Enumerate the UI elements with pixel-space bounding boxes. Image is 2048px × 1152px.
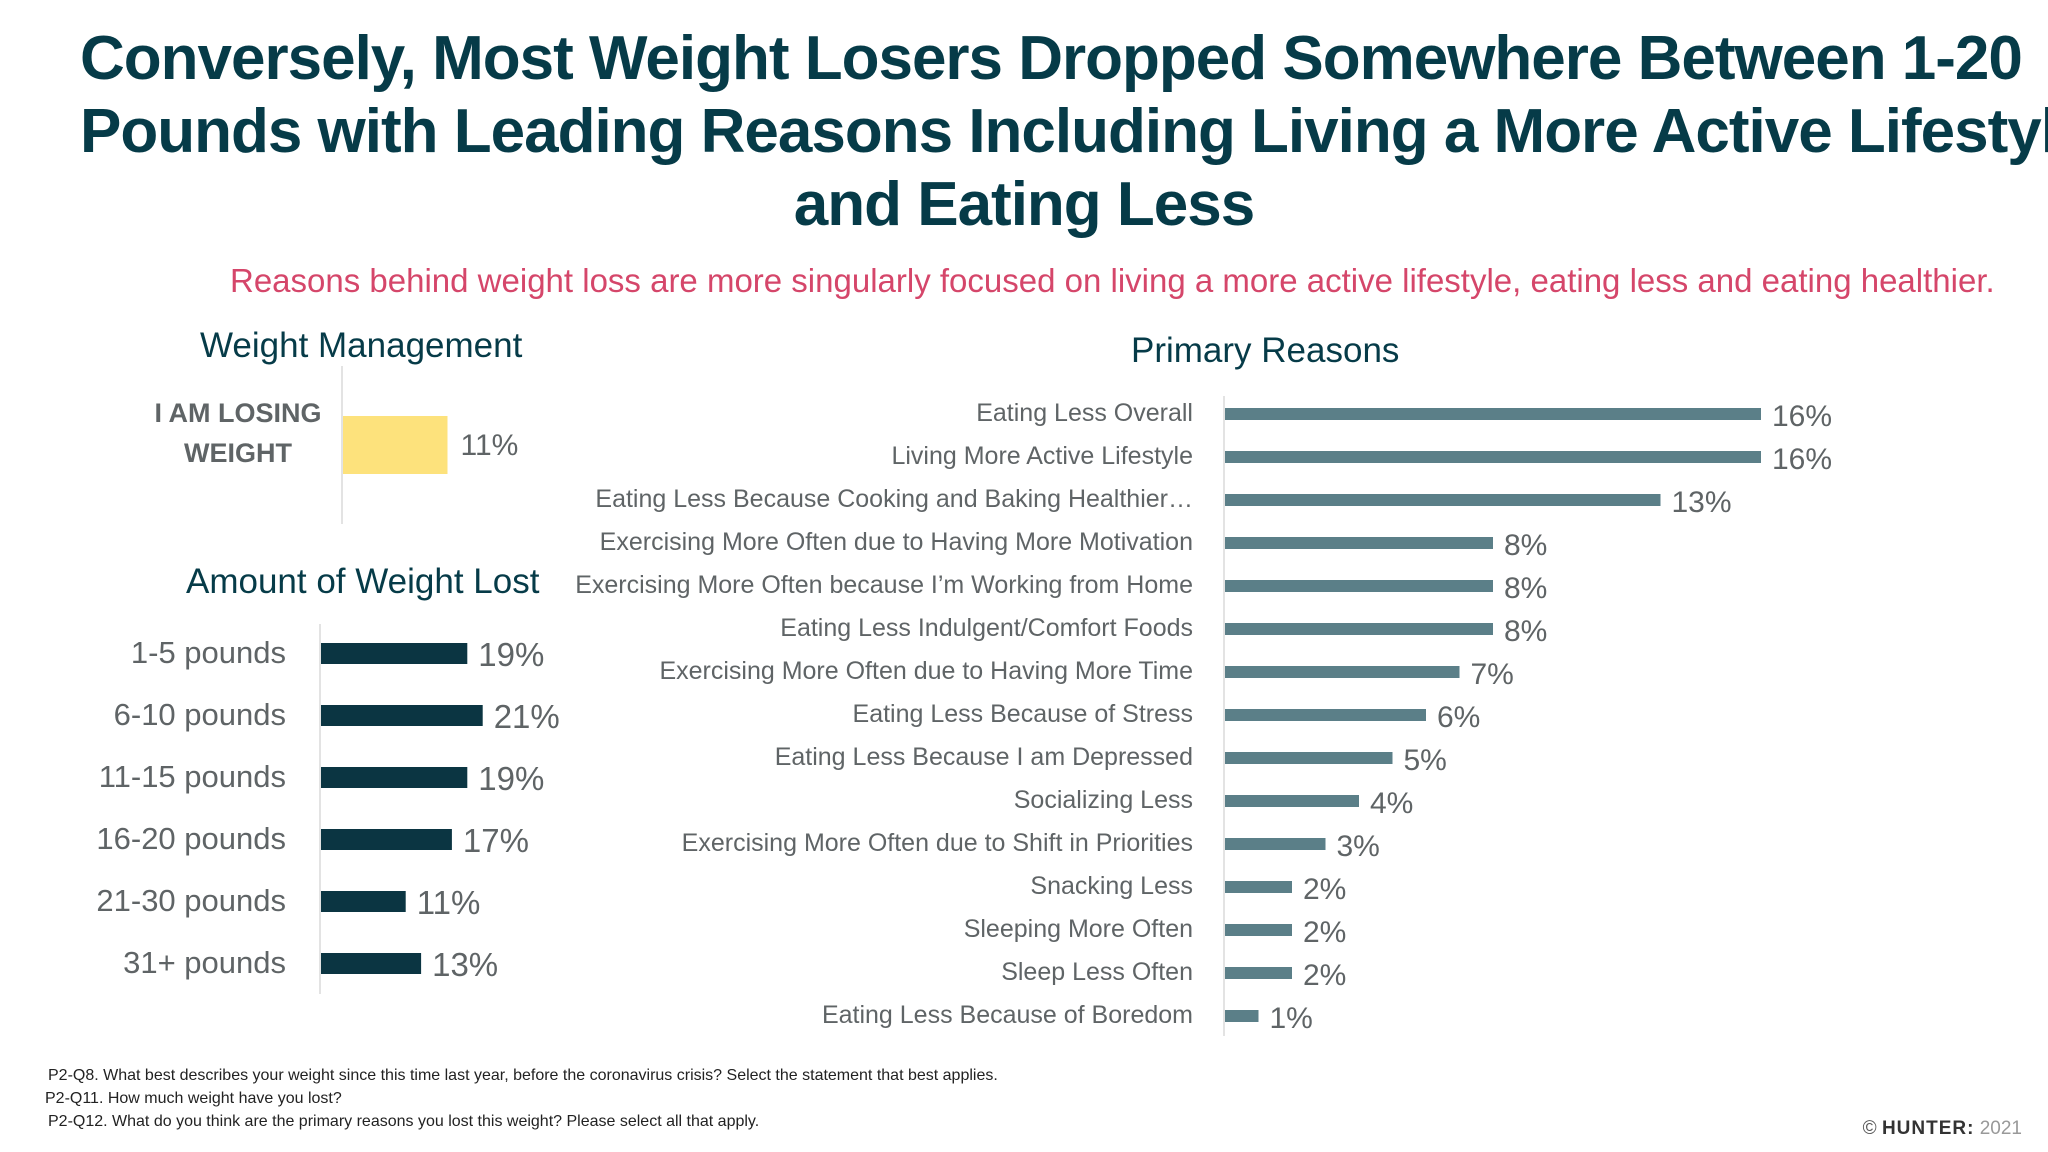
reasons-category-label-2: Eating Less Because Cooking and Baking H… [595,485,1193,513]
management-category-line-0: I AM LOSING [155,398,322,428]
amount-category-label-3: 16-20 pounds [96,821,286,856]
reasons-bar-1 [1225,451,1761,463]
reasons-bar-6 [1225,666,1460,678]
reasons-value-label-12: 2% [1303,916,1346,949]
copyright-year: 2021 [1979,1118,2022,1139]
reasons-value-label-5: 8% [1504,615,1547,648]
reasons-bar-0 [1225,408,1761,420]
title-line-3: and Eating Less [793,170,1255,239]
amount-value-label-4: 11% [417,884,481,921]
management-value-label-0: 11% [461,429,519,462]
copyright-symbol: © [1862,1118,1877,1139]
footnote-q8: P2-Q8. What best describes your weight s… [48,1067,998,1084]
reasons-value-label-7: 6% [1437,701,1480,734]
reasons-value-label-11: 2% [1303,873,1346,906]
amount-bar-5 [321,953,422,974]
reasons-bar-9 [1225,795,1359,807]
reasons-bar-7 [1225,709,1426,721]
amount-bar-0 [321,643,468,664]
title-line-2: Pounds with Leading Reasons Including Li… [80,97,2048,166]
amount-category-label-0: 1-5 pounds [131,635,286,670]
reasons-value-label-2: 13% [1672,486,1732,519]
reasons-bar-14 [1225,1010,1259,1022]
reasons-category-label-0: Eating Less Overall [976,399,1193,427]
reasons-value-label-10: 3% [1337,830,1380,863]
reasons-category-label-5: Eating Less Indulgent/Comfort Foods [780,614,1193,642]
amount-bar-3 [321,829,452,850]
reasons-bar-12 [1225,924,1292,936]
reasons-category-label-8: Eating Less Because I am Depressed [775,743,1193,771]
amount-value-label-5: 13% [432,946,498,983]
brand-logo: HUNTER: [1881,1118,1975,1139]
amount-category-label-2: 11-15 pounds [99,759,286,794]
amount-value-label-0: 19% [478,636,544,673]
reasons-value-label-13: 2% [1303,959,1346,992]
weight-management-title: Weight Management [200,326,523,365]
amount-bar-4 [321,891,406,912]
reasons-bar-11 [1225,881,1292,893]
management-category-label-0: I AM LOSING WEIGHT [155,398,322,468]
reasons-category-label-1: Living More Active Lifestyle [891,442,1193,470]
amount-value-label-1: 21% [494,698,560,735]
subtitle: Reasons behind weight loss are more sing… [230,262,1995,299]
amount-category-label-1: 6-10 pounds [114,697,286,732]
reasons-value-label-1: 16% [1772,443,1832,476]
reasons-value-label-0: 16% [1772,400,1832,433]
amount-lost-title: Amount of Weight Lost [186,562,540,601]
amount-value-label-2: 19% [478,760,544,797]
title-line-1: Conversely, Most Weight Losers Dropped S… [80,24,2023,93]
page-title: Conversely, Most Weight Losers Dropped S… [80,22,2048,241]
reasons-category-label-4: Exercising More Often because I’m Workin… [575,571,1193,599]
reasons-bar-4 [1225,580,1493,592]
reasons-value-label-14: 1% [1270,1002,1313,1035]
reasons-category-label-6: Exercising More Often due to Having More… [659,657,1193,685]
reasons-bar-3 [1225,537,1493,549]
reasons-category-label-10: Exercising More Often due to Shift in Pr… [682,829,1193,857]
amount-value-label-3: 17% [463,822,529,859]
reasons-value-label-8: 5% [1404,744,1447,777]
amount-bar-1 [321,705,483,726]
amount-bar-2 [321,767,468,788]
reasons-category-label-7: Eating Less Because of Stress [853,700,1193,728]
footnote-q11: P2-Q11. How much weight have you lost? [45,1090,342,1107]
reasons-category-label-13: Sleep Less Often [1001,958,1193,986]
reasons-bar-13 [1225,967,1292,979]
amount-category-label-5: 31+ pounds [123,945,286,980]
reasons-value-label-4: 8% [1504,572,1547,605]
management-category-line-1: WEIGHT [184,438,292,468]
amount-category-label-4: 21-30 pounds [96,883,286,918]
reasons-value-label-3: 8% [1504,529,1547,562]
management-bar-0 [343,416,448,474]
reasons-bar-8 [1225,752,1393,764]
footnotes: P2-Q8. What best describes your weight s… [45,1064,998,1133]
reasons-category-label-9: Socializing Less [1014,786,1193,814]
reasons-bar-2 [1225,494,1661,506]
reasons-bar-10 [1225,838,1326,850]
reasons-category-label-12: Sleeping More Often [964,915,1193,943]
reasons-bar-5 [1225,623,1493,635]
reasons-category-label-11: Snacking Less [1030,872,1193,900]
reasons-category-label-14: Eating Less Because of Boredom [822,1001,1193,1029]
footnote-q12: P2-Q12. What do you think are the primar… [48,1113,760,1130]
reasons-category-label-3: Exercising More Often due to Having More… [600,528,1193,556]
primary-reasons-title: Primary Reasons [1131,331,1400,370]
reasons-value-label-6: 7% [1471,658,1514,691]
copyright: © HUNTER: 2021 [1863,1118,2022,1140]
reasons-value-label-9: 4% [1370,787,1413,820]
